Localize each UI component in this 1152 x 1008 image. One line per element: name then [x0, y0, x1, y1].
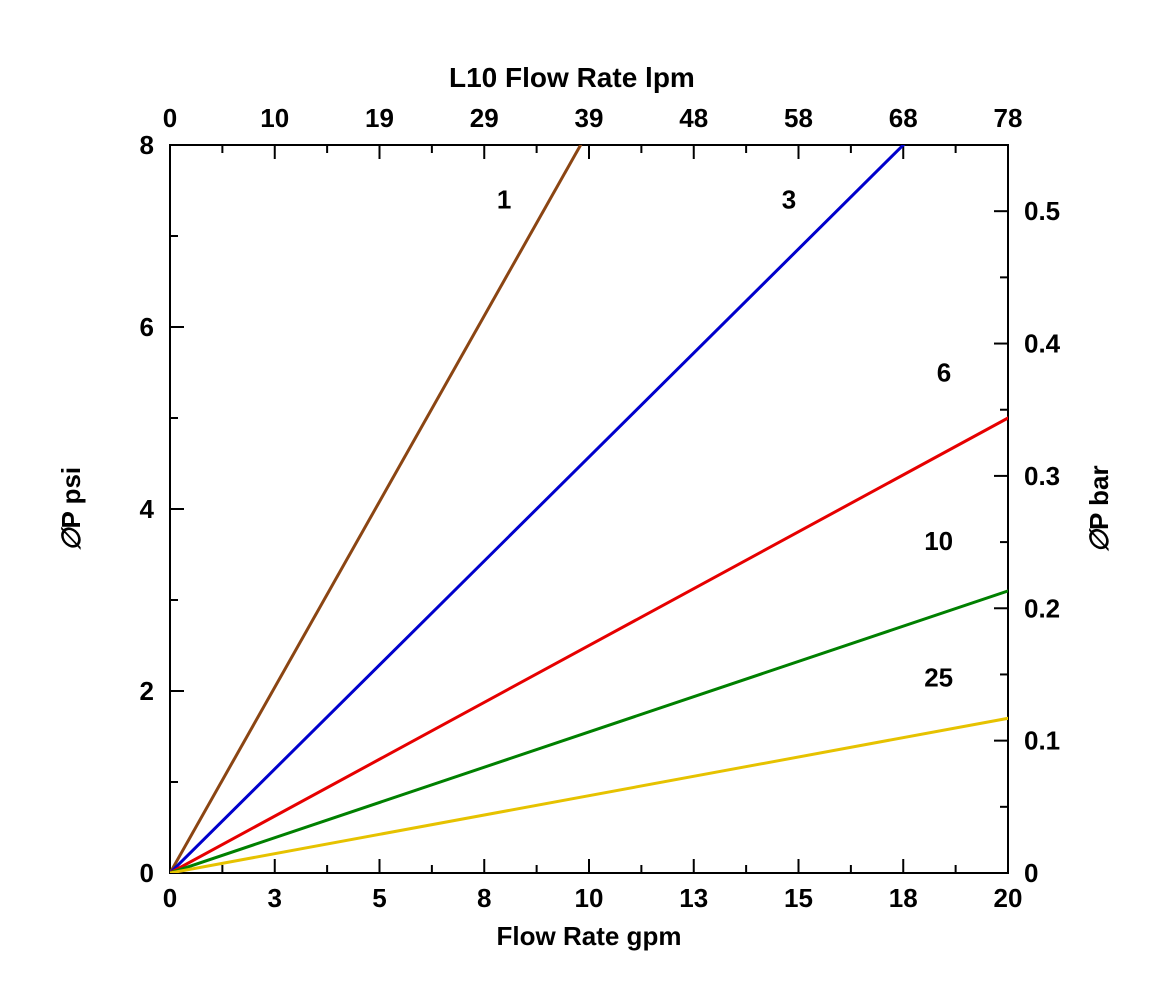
y-left-tick-label: 8	[140, 130, 154, 160]
x-bottom-tick-label: 3	[268, 883, 282, 913]
y-left-axis-label: ∅P psi	[56, 467, 86, 551]
x-top-tick-label: 0	[163, 103, 177, 133]
chart-svg: 03581013151820010192939485868780246800.1…	[0, 0, 1152, 1008]
x-top-tick-label: 10	[260, 103, 289, 133]
chart-top-title: L10 Flow Rate lpm	[449, 62, 695, 93]
y-right-tick-label: 0	[1024, 858, 1038, 888]
x-top-tick-label: 48	[679, 103, 708, 133]
x-top-tick-label: 58	[784, 103, 813, 133]
series-label-25: 25	[924, 662, 953, 692]
top-title-suffix: Flow Rate lpm	[505, 62, 695, 93]
x-top-tick-label: 78	[994, 103, 1023, 133]
x-top-tick-label: 29	[470, 103, 499, 133]
series-label-1: 1	[497, 185, 511, 215]
series-label-6: 6	[937, 358, 951, 388]
top-title-prefix: L10	[449, 62, 497, 93]
x-top-tick-label: 39	[575, 103, 604, 133]
y-left-tick-label: 2	[140, 676, 154, 706]
y-right-tick-label: 0.4	[1024, 329, 1061, 359]
y-left-tick-label: 4	[140, 494, 155, 524]
series-label-3: 3	[782, 185, 796, 215]
pressure-flow-chart: 03581013151820010192939485868780246800.1…	[0, 0, 1152, 1008]
x-bottom-axis-label: Flow Rate gpm	[497, 921, 682, 951]
x-bottom-tick-label: 13	[679, 883, 708, 913]
y-right-tick-label: 0.3	[1024, 461, 1060, 491]
y-left-tick-label: 6	[140, 312, 154, 342]
x-bottom-tick-label: 18	[889, 883, 918, 913]
x-top-tick-label: 19	[365, 103, 394, 133]
x-bottom-tick-label: 5	[372, 883, 386, 913]
series-label-10: 10	[924, 526, 953, 556]
y-right-tick-label: 0.2	[1024, 593, 1060, 623]
x-bottom-tick-label: 10	[575, 883, 604, 913]
y-left-tick-label: 0	[140, 858, 154, 888]
x-bottom-tick-label: 20	[994, 883, 1023, 913]
x-bottom-tick-label: 0	[163, 883, 177, 913]
x-bottom-tick-label: 15	[784, 883, 813, 913]
x-bottom-tick-label: 8	[477, 883, 491, 913]
x-top-tick-label: 68	[889, 103, 918, 133]
y-right-tick-label: 0.1	[1024, 726, 1060, 756]
y-right-tick-label: 0.5	[1024, 196, 1060, 226]
y-right-axis-label: ∅P bar	[1084, 465, 1114, 552]
